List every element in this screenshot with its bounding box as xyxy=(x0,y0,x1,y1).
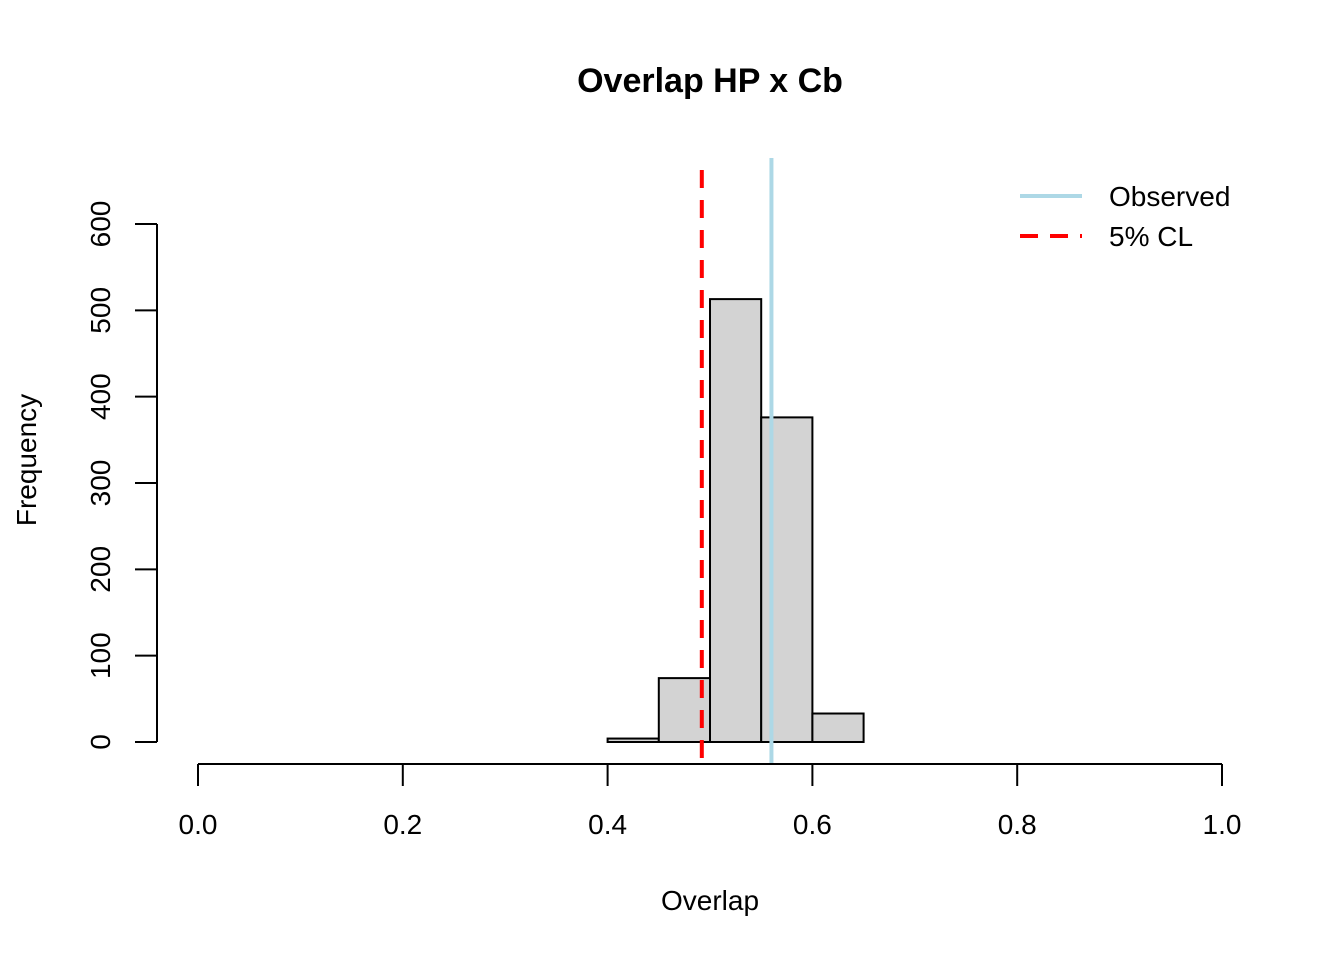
histogram-bar-0 xyxy=(606,737,660,744)
x-axis: 0.0 0.2 0.4 0.6 0.8 1.0 xyxy=(179,763,1242,840)
y-axis: 0 100 200 300 400 500 600 xyxy=(85,201,158,750)
x-tick-label-1: 0.2 xyxy=(383,809,422,840)
y-tick-label-2: 200 xyxy=(85,546,116,593)
x-tick-label-0: 0.0 xyxy=(179,809,218,840)
legend: Observed 5% CL xyxy=(1020,181,1230,252)
legend-label-1: 5% CL xyxy=(1109,221,1193,252)
x-tick-label-3: 0.6 xyxy=(793,809,832,840)
y-tick-label-5: 500 xyxy=(85,287,116,334)
reference-lines-group xyxy=(699,158,774,764)
y-tick-label-3: 300 xyxy=(85,460,116,507)
y-axis-label: Frequency xyxy=(11,394,42,526)
legend-label-0: Observed xyxy=(1109,181,1230,212)
x-tick-label-4: 0.8 xyxy=(998,809,1037,840)
x-axis-label: Overlap xyxy=(661,885,759,916)
bars-group xyxy=(606,298,865,744)
histogram-bar-2 xyxy=(709,298,763,743)
x-tick-label-5: 1.0 xyxy=(1203,809,1242,840)
y-tick-label-1: 100 xyxy=(85,632,116,679)
y-tick-label-6: 600 xyxy=(85,201,116,248)
histogram-bar-4 xyxy=(811,712,865,744)
chart-title: Overlap HP x Cb xyxy=(577,62,843,100)
histogram-bar-3 xyxy=(760,416,814,743)
y-tick-label-0: 0 xyxy=(85,734,116,750)
y-tick-label-4: 400 xyxy=(85,373,116,420)
x-tick-label-2: 0.4 xyxy=(588,809,627,840)
